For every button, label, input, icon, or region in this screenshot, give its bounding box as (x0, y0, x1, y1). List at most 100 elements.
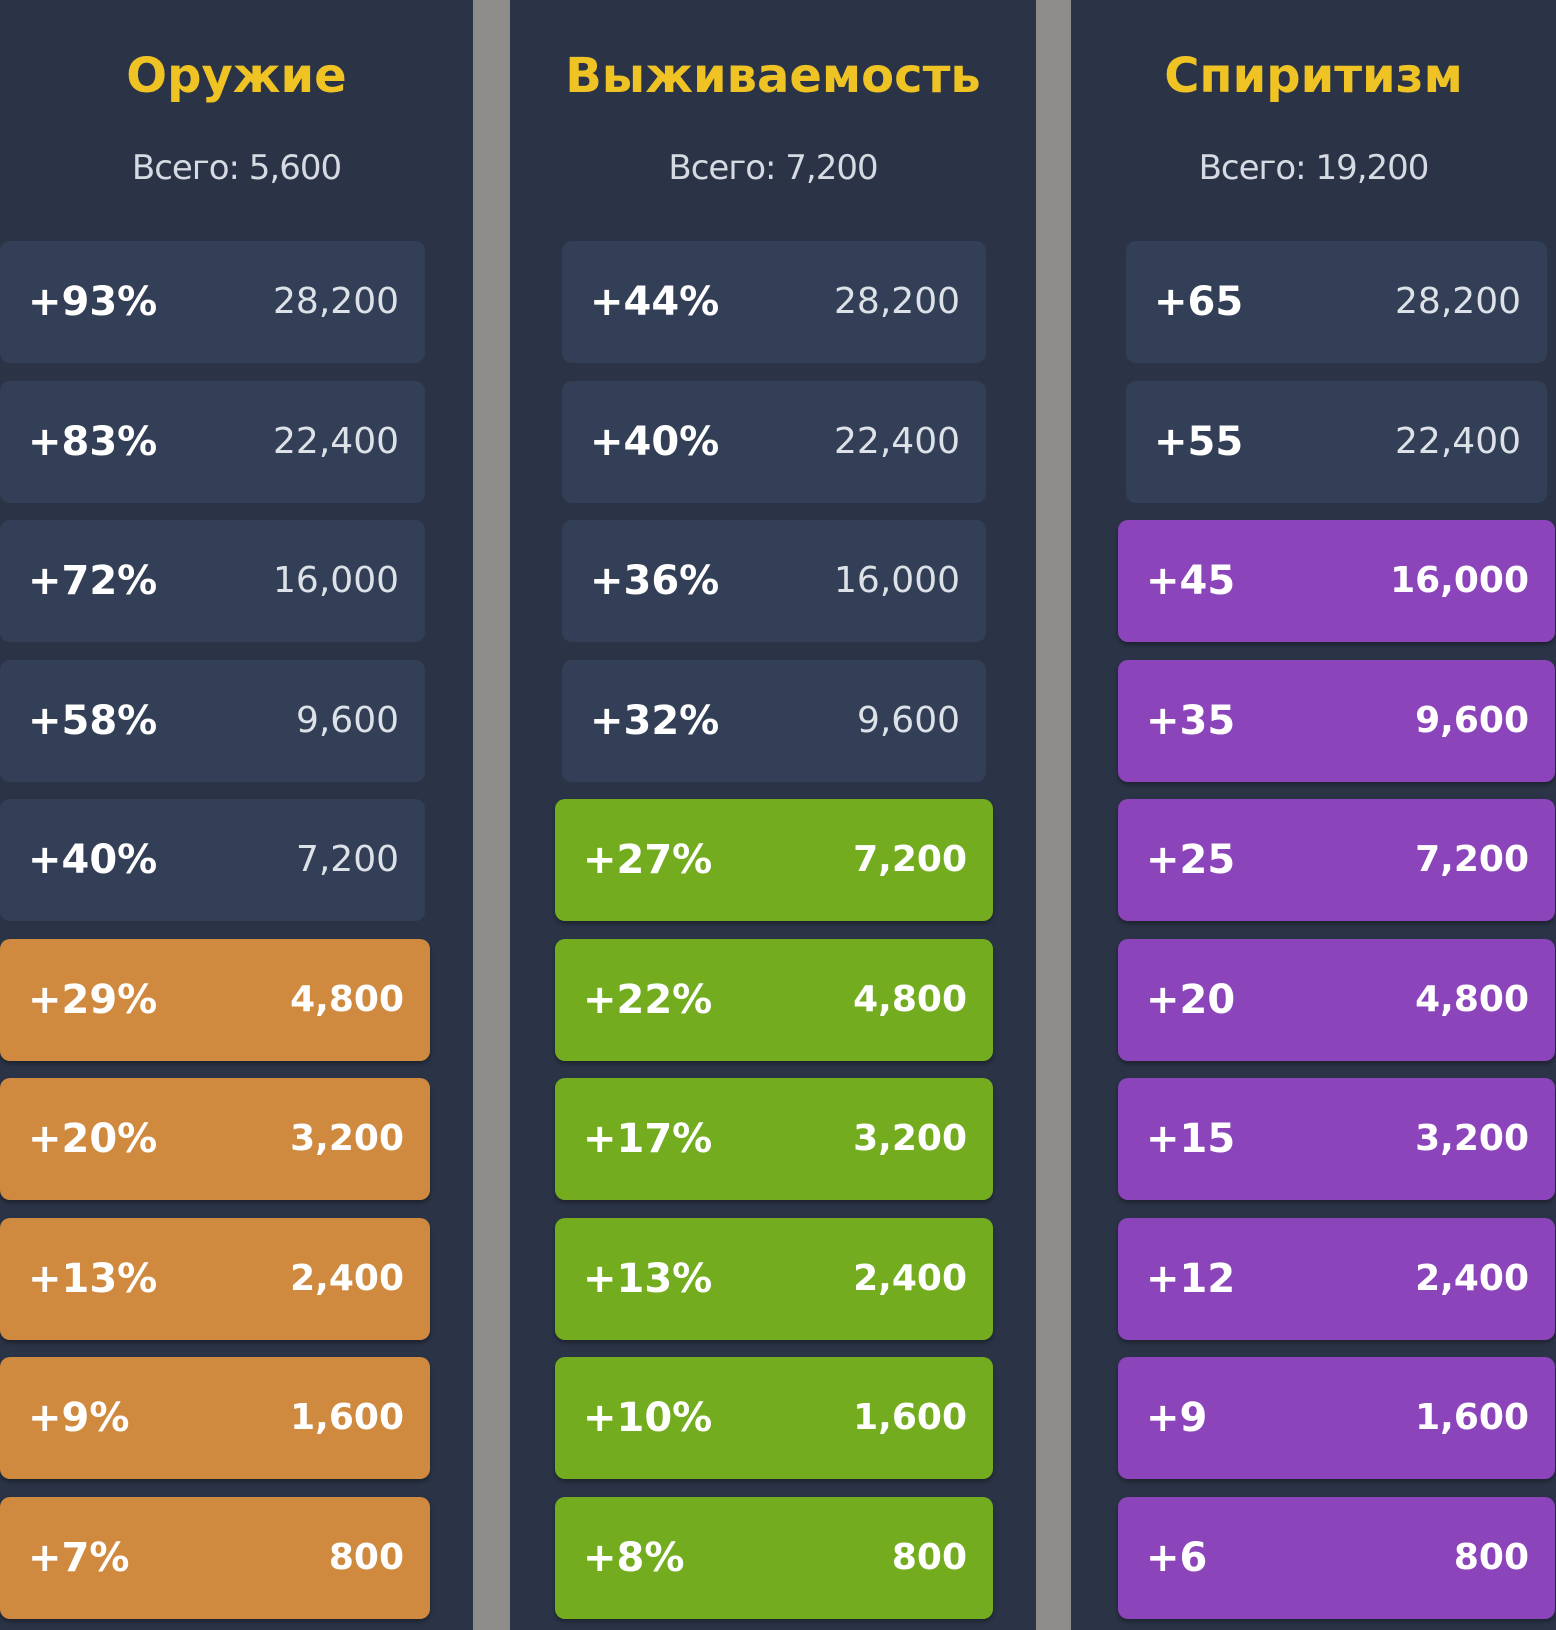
upgrade-bonus: +10% (583, 1395, 713, 1441)
upgrade-bonus: +29% (28, 976, 158, 1023)
upgrade-bonus: +25 (1146, 837, 1236, 883)
upgrade-cost: 2,400 (290, 1257, 404, 1299)
upgrade-bonus: +7% (28, 1534, 130, 1581)
upgrade-row[interactable]: +8% 800 (555, 1496, 993, 1619)
upgrade-cost: 16,000 (1390, 560, 1529, 601)
upgrade-cost: 3,200 (1415, 1118, 1529, 1159)
upgrade-cost: 3,200 (853, 1118, 967, 1159)
upgrade-bonus: +36% (590, 558, 720, 604)
upgrade-row[interactable]: +9% 1,600 (0, 1357, 430, 1479)
column-header: Спиритизм Всего: 19,200 (1071, 0, 1556, 230)
column-total: Всего: 19,200 (1198, 148, 1430, 188)
upgrade-cost: 7,200 (295, 839, 399, 880)
upgrade-cost: 9,600 (295, 699, 399, 741)
upgrade-cost: 800 (1453, 1536, 1529, 1578)
upgrade-row[interactable]: +15 3,200 (1118, 1078, 1555, 1200)
column-title: Выживаемость (565, 48, 981, 104)
column-title: Оружие (126, 48, 347, 104)
upgrade-row[interactable]: +27% 7,200 (555, 799, 993, 921)
column-total: Всего: 7,200 (668, 148, 878, 188)
upgrade-row[interactable]: +93% 28,200 (0, 241, 425, 363)
upgrade-cost: 2,400 (853, 1257, 967, 1299)
upgrade-cost: 1,600 (853, 1397, 967, 1438)
upgrade-cost: 800 (328, 1536, 404, 1578)
upgrade-bonus: +45 (1146, 558, 1236, 604)
upgrade-bonus: +55 (1154, 418, 1244, 465)
upgrade-row[interactable]: +7% 800 (0, 1496, 430, 1619)
upgrade-cost: 7,200 (1415, 839, 1529, 880)
upgrade-row[interactable]: +25 7,200 (1118, 799, 1555, 921)
upgrade-row[interactable]: +12 2,400 (1118, 1217, 1555, 1340)
upgrade-row[interactable]: +58% 9,600 (0, 659, 425, 782)
upgrade-row[interactable]: +55 22,400 (1126, 380, 1547, 503)
upgrade-row[interactable]: +20 4,800 (1118, 938, 1555, 1061)
column-total: Всего: 5,600 (131, 148, 342, 188)
upgrade-cost: 3,200 (290, 1118, 404, 1159)
upgrade-bonus: +8% (583, 1534, 685, 1581)
upgrade-row[interactable]: +40% 22,400 (562, 380, 986, 503)
upgrade-bonus: +17% (583, 1116, 713, 1162)
upgrade-cost: 28,200 (1395, 281, 1521, 322)
upgrade-cost: 16,000 (273, 560, 399, 601)
upgrade-cost: 16,000 (834, 560, 960, 601)
upgrade-row[interactable]: +6 800 (1118, 1496, 1555, 1619)
upgrade-bonus: +35 (1146, 697, 1236, 744)
upgrade-bonus: +58% (28, 697, 158, 744)
upgrade-row[interactable]: +45 16,000 (1118, 520, 1555, 642)
upgrade-bonus: +20 (1146, 976, 1236, 1023)
column-title: Спиритизм (1164, 48, 1463, 104)
upgrade-bonus: +15 (1146, 1116, 1236, 1162)
upgrade-row[interactable]: +20% 3,200 (0, 1078, 430, 1200)
upgrade-cost: 22,400 (834, 420, 960, 462)
upgrade-cost: 2,400 (1415, 1257, 1529, 1299)
upgrade-bonus: +22% (583, 976, 713, 1023)
upgrade-row[interactable]: +13% 2,400 (555, 1217, 993, 1340)
upgrade-bonus: +72% (28, 558, 158, 604)
upgrade-row[interactable]: +13% 2,400 (0, 1217, 430, 1340)
column-header: Оружие Всего: 5,600 (0, 0, 473, 230)
upgrade-row[interactable]: +17% 3,200 (555, 1078, 993, 1200)
upgrade-row[interactable]: +36% 16,000 (562, 520, 986, 642)
upgrade-bonus: +6 (1146, 1534, 1208, 1581)
upgrade-row[interactable]: +9 1,600 (1118, 1357, 1555, 1479)
upgrade-bonus: +9 (1146, 1395, 1208, 1441)
upgrade-cost: 1,600 (290, 1397, 404, 1438)
upgrade-row[interactable]: +40% 7,200 (0, 799, 425, 921)
upgrade-row[interactable]: +72% 16,000 (0, 520, 425, 642)
upgrade-bonus: +12 (1146, 1255, 1236, 1302)
upgrade-cost: 7,200 (853, 839, 967, 880)
upgrade-bonus: +83% (28, 418, 158, 465)
upgrade-cost: 28,200 (834, 281, 960, 322)
upgrade-cost: 22,400 (273, 420, 399, 462)
upgrade-row[interactable]: +22% 4,800 (555, 938, 993, 1061)
upgrade-bonus: +44% (590, 279, 720, 325)
upgrade-row[interactable]: +29% 4,800 (0, 938, 430, 1061)
upgrade-cost: 28,200 (273, 281, 399, 322)
upgrade-row[interactable]: +83% 22,400 (0, 380, 425, 503)
upgrade-bonus: +40% (590, 418, 720, 465)
upgrade-bonus: +65 (1154, 279, 1244, 325)
upgrade-cost: 9,600 (856, 699, 960, 741)
upgrade-row[interactable]: +44% 28,200 (562, 241, 986, 363)
upgrade-cost: 4,800 (290, 978, 404, 1020)
upgrade-row[interactable]: +10% 1,600 (555, 1357, 993, 1479)
upgrade-cost: 4,800 (1415, 978, 1529, 1020)
upgrade-row[interactable]: +65 28,200 (1126, 241, 1547, 363)
upgrade-bonus: +32% (590, 697, 720, 744)
upgrade-bonus: +93% (28, 279, 158, 325)
column-header: Выживаемость Всего: 7,200 (510, 0, 1036, 230)
upgrade-bonus: +27% (583, 837, 713, 883)
upgrade-cost: 22,400 (1395, 420, 1521, 462)
upgrade-row[interactable]: +32% 9,600 (562, 659, 986, 782)
upgrade-bonus: +13% (28, 1255, 158, 1302)
upgrade-bonus: +20% (28, 1116, 158, 1162)
upgrade-cost: 4,800 (853, 978, 967, 1020)
upgrade-cost: 1,600 (1415, 1397, 1529, 1438)
upgrade-bonus: +13% (583, 1255, 713, 1302)
upgrade-cost: 9,600 (1415, 699, 1529, 741)
upgrade-bonus: +40% (28, 837, 158, 883)
upgrade-bonus: +9% (28, 1395, 130, 1441)
upgrade-cost: 800 (891, 1536, 967, 1578)
upgrade-row[interactable]: +35 9,600 (1118, 659, 1555, 782)
